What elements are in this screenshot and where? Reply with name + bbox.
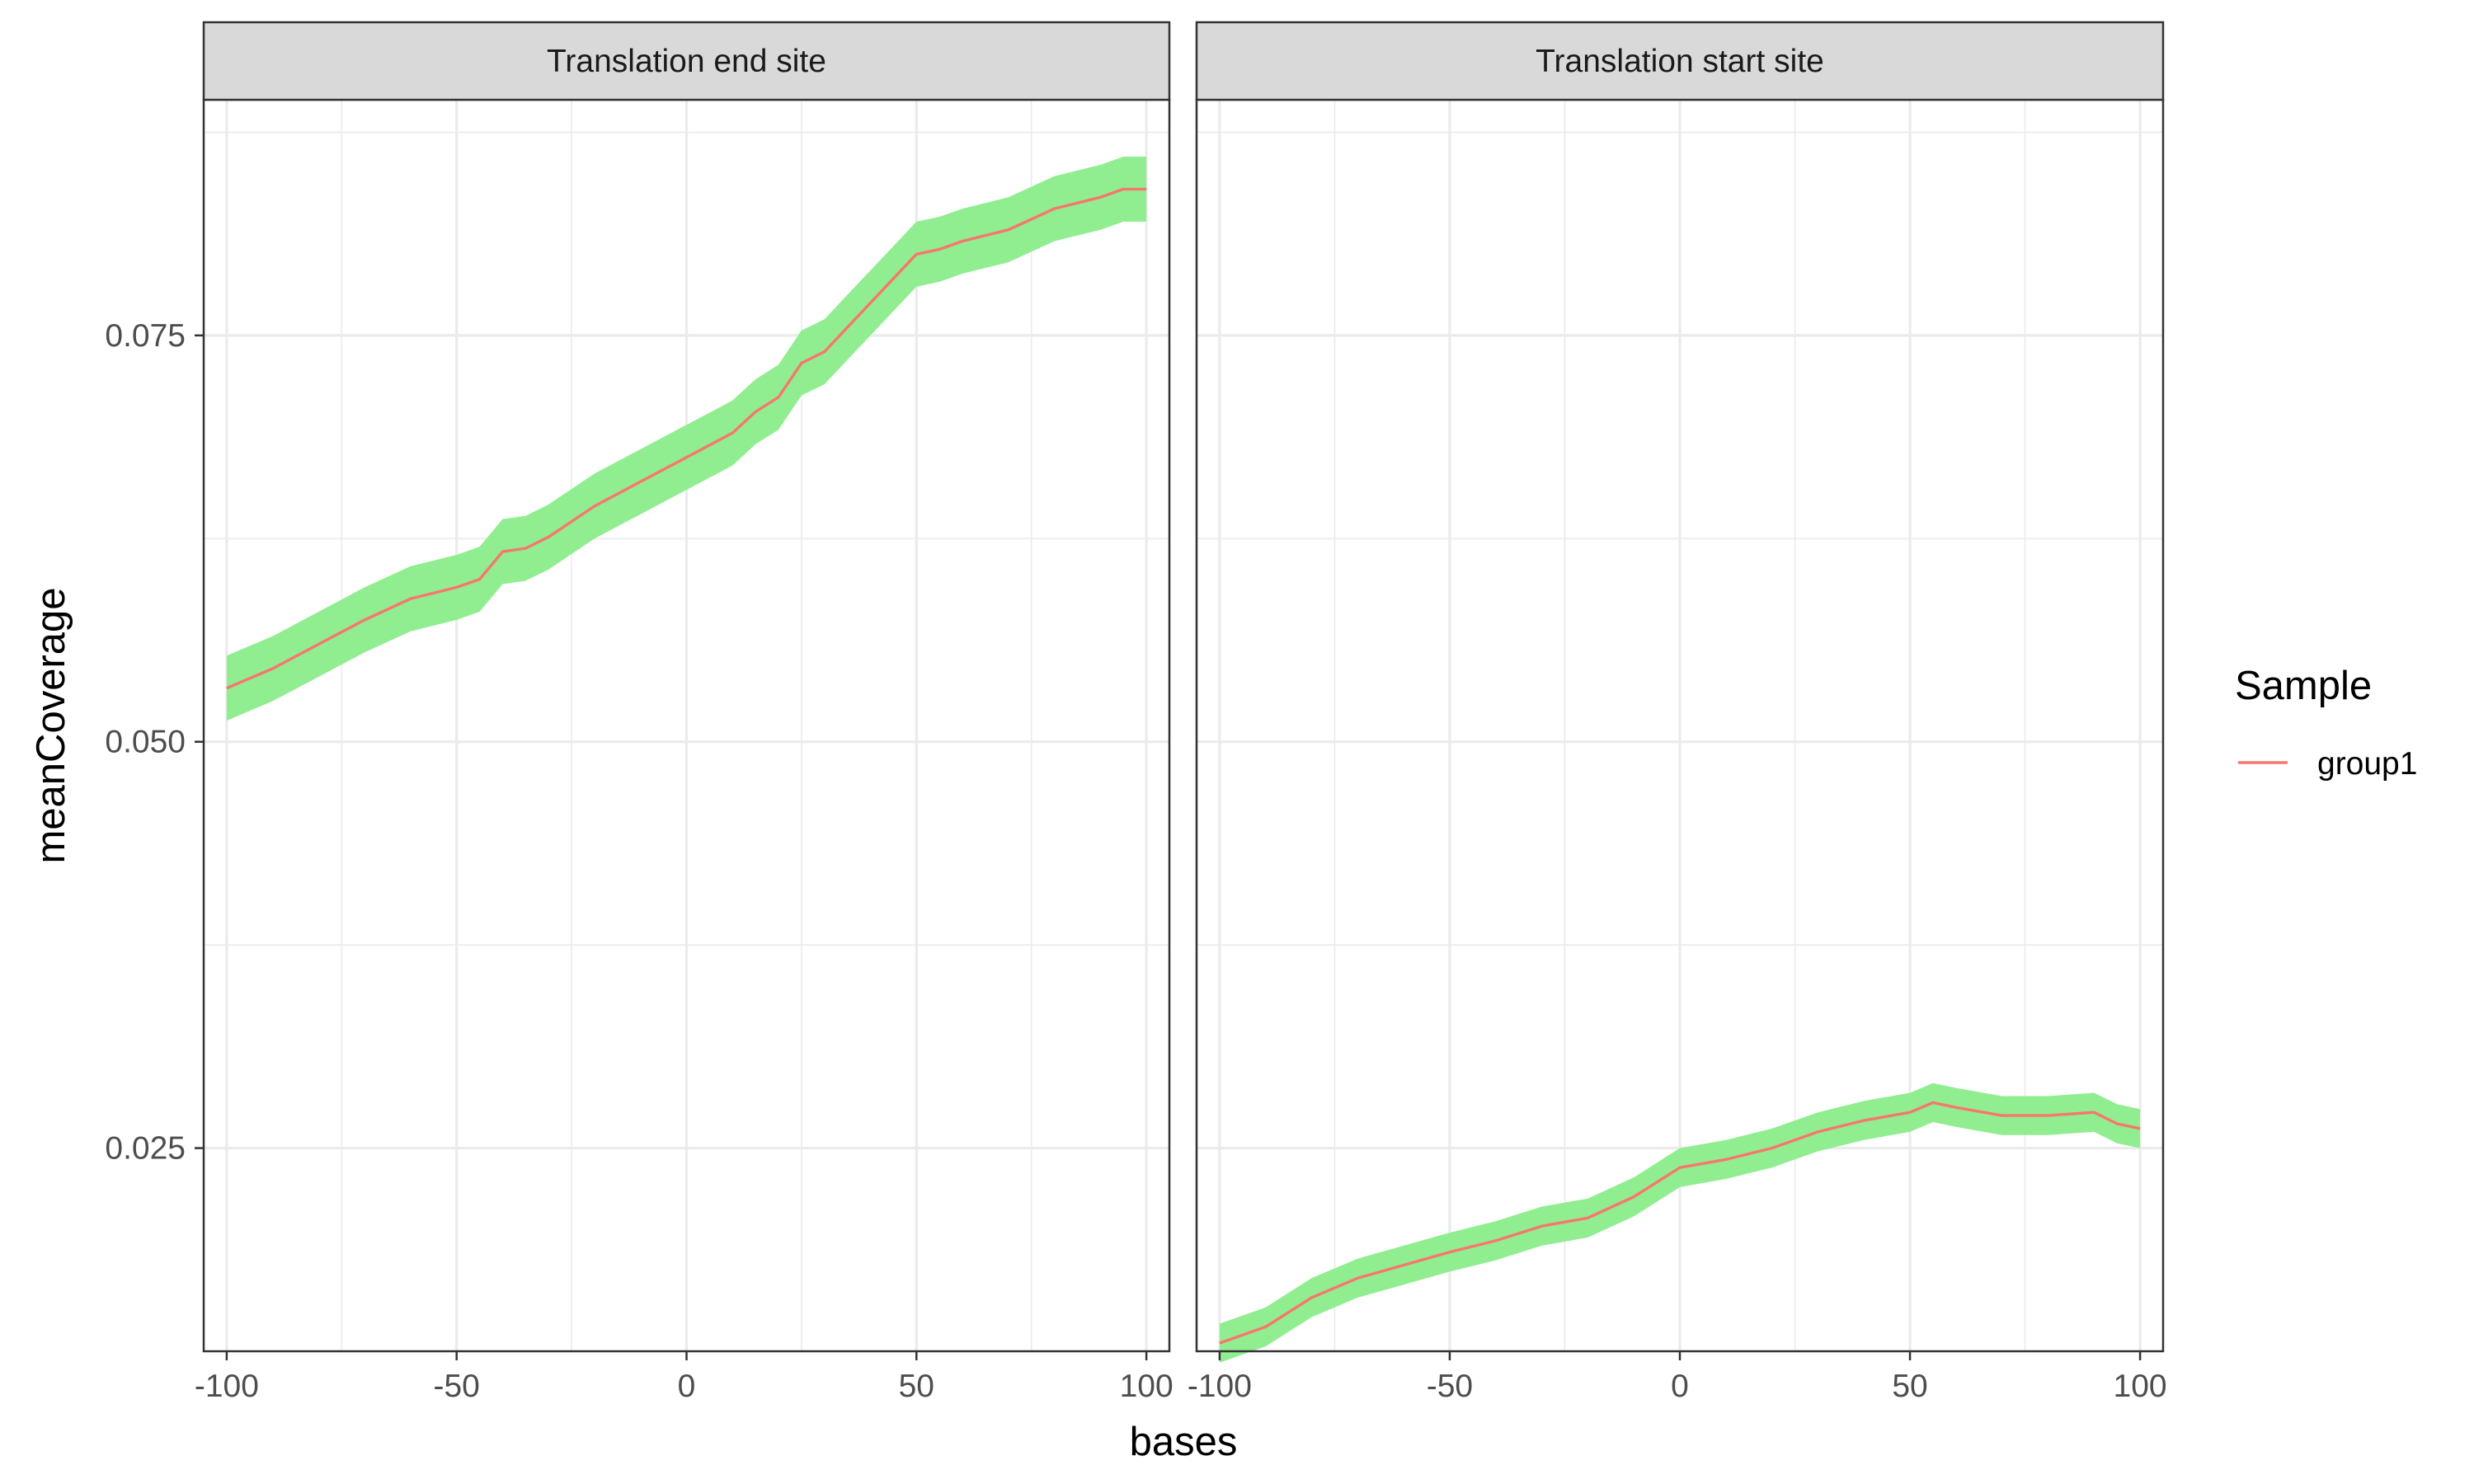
x-tick-label: 0 [1671,1369,1689,1404]
panel-strip-title: Translation start site [1536,44,1824,79]
x-tick-label: 50 [1892,1369,1927,1404]
panel-strip-title: Translation end site [547,44,826,79]
series-line-group1 [226,187,1147,690]
y-tick-label: 0.075 [105,318,186,354]
series-line-group1 [1219,1101,2141,1345]
panel-translation-start-site: Translation start site -100 -50 0 50 100 [1188,21,2167,1404]
confidence-ribbon-group1 [1219,1082,2141,1363]
line-group [1219,1101,2141,1345]
legend: Sample group1 [2235,664,2417,782]
x-tick-label: 100 [2114,1369,2167,1404]
panel-translation-end-site: Translation end site -100 -50 0 50 100 [195,21,1174,1404]
ribbon-group [226,157,1147,721]
x-tick-label: 100 [1120,1369,1174,1404]
legend-title: Sample [2235,664,2372,708]
ribbon-group [1219,1082,2141,1363]
x-axis: -100 -50 0 50 100 [195,1351,1174,1404]
x-axis: -100 -50 0 50 100 [1188,1351,2167,1404]
x-tick-label: -50 [434,1369,480,1404]
legend-entry-label: group1 [2317,746,2417,782]
line-group [226,187,1147,690]
y-axis: 0.025 0.050 0.075 [105,318,204,1167]
strip-background [1195,21,2165,101]
panel-grid [204,100,1169,1351]
y-tick-label: 0.025 [105,1131,186,1167]
x-tick-label: 0 [678,1369,696,1404]
panel-grid [1197,100,2163,1351]
x-tick-label: 50 [899,1369,934,1404]
y-tick-label: 0.050 [105,725,186,760]
x-axis-title: bases [1130,1420,1238,1464]
y-axis-title: meanCoverage [29,587,73,863]
confidence-ribbon-group1 [226,157,1147,721]
x-tick-label: -100 [1188,1369,1252,1404]
x-tick-label: -50 [1427,1369,1473,1404]
strip-background [202,21,1171,101]
x-tick-label: -100 [195,1369,259,1404]
